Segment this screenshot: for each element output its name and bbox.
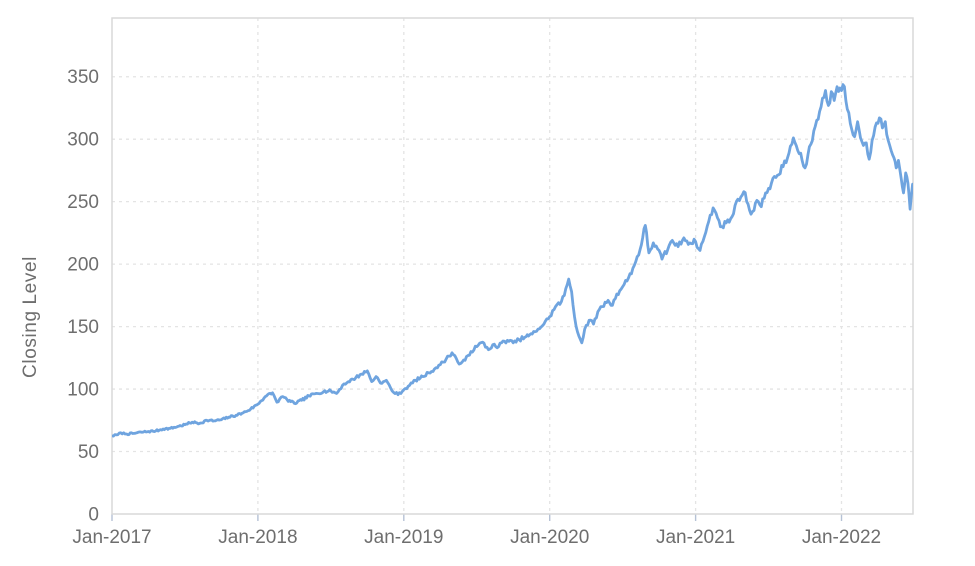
x-tick-label: Jan-2021 [656,527,735,548]
y-tick-label: 350 [67,67,99,88]
axis-labels: 0 50 100 150 200 250 300 350 Jan-2017 Jan-2018 Jan… [67,67,881,548]
x-tick-label: Jan-2018 [218,527,297,548]
y-tick-label: 200 [67,255,99,276]
y-tick-label: 150 [67,317,99,338]
axis-ticks [111,514,843,521]
gridlines [112,18,913,514]
series-line [112,83,913,438]
x-tick-label: Jan-2020 [510,527,589,548]
plot-area[interactable] [112,18,913,514]
y-axis-title: Closing Level [20,256,41,378]
y-tick-label: 50 [78,442,99,463]
y-tick-label: 100 [67,380,99,401]
x-tick-label: Jan-2019 [364,527,443,548]
y-tick-label: 250 [67,192,99,213]
x-tick-label: Jan-2022 [802,527,881,548]
y-tick-label: 300 [67,130,99,151]
x-tick-label: Jan-2017 [72,527,151,548]
plot-border [111,17,914,515]
series-layer [112,83,913,438]
y-tick-label: 0 [88,505,99,526]
